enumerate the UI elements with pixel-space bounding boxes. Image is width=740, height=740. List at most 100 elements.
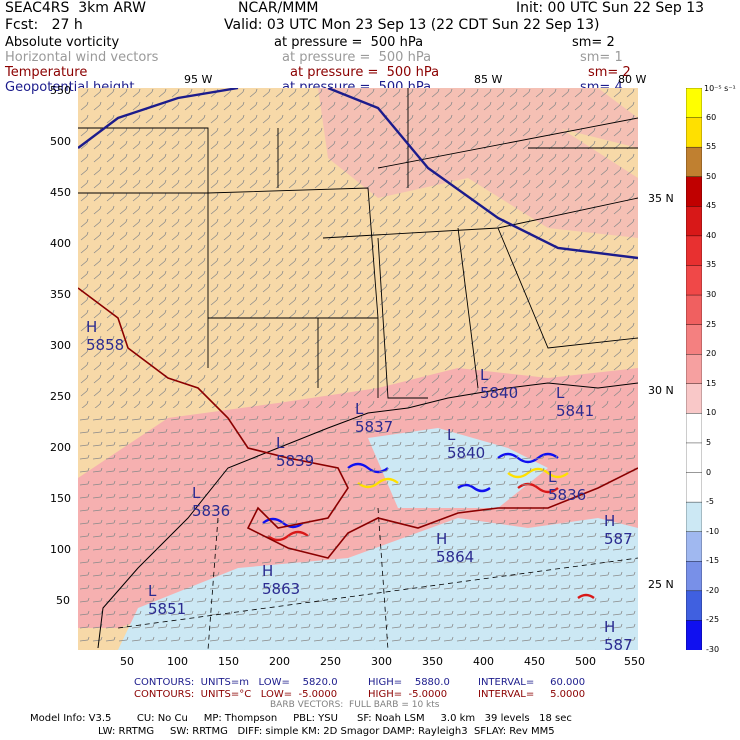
colorbar-swatch — [686, 354, 702, 385]
x-tick: 400 — [473, 655, 494, 668]
colorbar-swatch — [686, 531, 702, 562]
height-label-high: H 5858 — [86, 318, 124, 354]
lat-label-30n: 30 N — [648, 384, 674, 397]
y-tick: 200 — [50, 441, 71, 454]
contours-height-label: CONTOURS: UNITS=m LOW= 5820.0 — [134, 677, 338, 688]
low-marker: L — [192, 484, 201, 502]
colorbar-swatch — [686, 294, 702, 326]
high-value: 5858 — [86, 336, 125, 354]
colorbar-label: 35 — [706, 260, 717, 270]
colorbar-label: 55 — [706, 142, 717, 152]
weather-map — [78, 88, 638, 650]
colorbar — [686, 88, 702, 650]
colorbar-swatch — [686, 176, 702, 208]
wind-barbs-south — [78, 408, 638, 650]
low-value: 5836 — [548, 486, 587, 504]
x-tick: 250 — [320, 655, 341, 668]
colorbar-swatch — [686, 88, 702, 119]
x-tick: 50 — [120, 655, 134, 668]
lat-lon-lines — [117, 507, 638, 650]
y-tick: 450 — [50, 186, 71, 199]
x-tick: 300 — [371, 655, 392, 668]
high-marker: H — [436, 530, 448, 548]
height-label-low: L 5836 — [192, 484, 230, 520]
height-label-low: L 5851 — [148, 582, 186, 618]
state-borders — [78, 88, 638, 399]
high-marker: H — [86, 318, 98, 336]
y-tick: 350 — [50, 288, 71, 301]
y-tick: 300 — [50, 339, 71, 352]
lat-label-35n: 35 N — [648, 192, 674, 205]
contours-temp-interval: INTERVAL= 5.0000 — [478, 689, 586, 700]
high-value: 587 — [604, 530, 633, 548]
field-sm-wind: sm= 1 — [580, 50, 623, 65]
colorbar-swatch — [686, 501, 702, 533]
model-info-line2: LW: RRTMG SW: RRTMG DIFF: simple KM: 2D … — [98, 726, 555, 737]
x-tick: 550 — [624, 655, 645, 668]
field-name-vorticity: Absolute vorticity — [5, 35, 120, 50]
colorbar-swatch — [686, 413, 702, 444]
low-value: 5836 — [192, 502, 231, 520]
center-title: NCAR/MMM — [238, 0, 319, 16]
low-marker: L — [447, 426, 456, 444]
lon-label-85w: 85 W — [474, 73, 503, 86]
colorbar-label: 30 — [706, 290, 717, 300]
height-label-low: L 5837 — [355, 400, 393, 436]
height-label-low: L 5840 — [480, 366, 518, 402]
colorbar-label: -20 — [706, 585, 720, 595]
x-tick: 350 — [422, 655, 443, 668]
coastline — [97, 382, 638, 649]
contours-height-high: HIGH= 5880.0 — [368, 677, 450, 688]
low-value: 5840 — [447, 444, 486, 462]
field-name-temperature: Temperature — [5, 65, 88, 80]
colorbar-swatch — [686, 206, 702, 237]
y-tick: 250 — [50, 390, 71, 403]
colorbar-label: 15 — [706, 378, 717, 388]
low-marker: L — [548, 468, 557, 486]
colorbar-swatch — [686, 146, 702, 178]
x-tick: 150 — [218, 655, 239, 668]
height-label-low: L 5840 — [447, 426, 485, 462]
contours-temp-high: HIGH= -5.0000 — [368, 689, 448, 700]
colorbar-label: 5 — [706, 437, 712, 447]
lon-label-80w: 80 W — [618, 73, 647, 86]
colorbar-label: 10 — [706, 408, 717, 418]
x-tick: 450 — [524, 655, 545, 668]
colorbar-swatch — [686, 383, 702, 415]
colorbar-label: 20 — [706, 349, 717, 359]
colorbar-swatch — [686, 442, 702, 474]
colorbar-label: -25 — [706, 615, 720, 625]
low-value: 5839 — [276, 452, 315, 470]
high-value: 5863 — [262, 580, 301, 598]
lon-label-95w: 95 W — [184, 73, 213, 86]
contours-height-interval: INTERVAL= 60.000 — [478, 677, 586, 688]
field-pressure-vorticity: at pressure = 500 hPa — [274, 35, 424, 50]
height-label-high: H 5864 — [436, 530, 474, 566]
low-marker: L — [276, 434, 285, 452]
field-pressure-temperature: at pressure = 500 hPa — [290, 65, 440, 80]
colorbar-swatch — [686, 117, 702, 148]
init-time: Init: 00 UTC Sun 22 Sep 13 — [516, 0, 705, 16]
y-tick: 150 — [50, 492, 71, 505]
y-tick: 400 — [50, 237, 71, 250]
colorbar-swatch — [686, 324, 702, 355]
colorbar-label: 45 — [706, 201, 717, 211]
low-marker: L — [355, 400, 364, 418]
temperature-contour — [78, 287, 638, 559]
field-name-wind: Horizontal wind vectors — [5, 50, 159, 65]
model-info-line1: Model Info: V3.5 CU: No Cu MP: Thompson … — [30, 713, 572, 724]
colorbar-label: 50 — [706, 171, 717, 181]
colorbar-unit: 10⁻⁵ s⁻¹ — [704, 84, 736, 93]
low-marker: L — [480, 366, 489, 384]
high-value: 5864 — [436, 548, 475, 566]
y-tick: 550 — [50, 84, 71, 97]
lat-label-25n: 25 N — [648, 578, 674, 591]
low-marker: L — [148, 582, 157, 600]
high-marker: H — [262, 562, 274, 580]
height-label-high: H 5863 — [262, 562, 300, 598]
forecast-hour: Fcst: 27 h — [5, 17, 83, 33]
height-label-low: L 5836 — [548, 468, 586, 504]
y-tick: 100 — [50, 543, 71, 556]
colorbar-label: 40 — [706, 230, 717, 240]
colorbar-label: -15 — [706, 556, 720, 566]
